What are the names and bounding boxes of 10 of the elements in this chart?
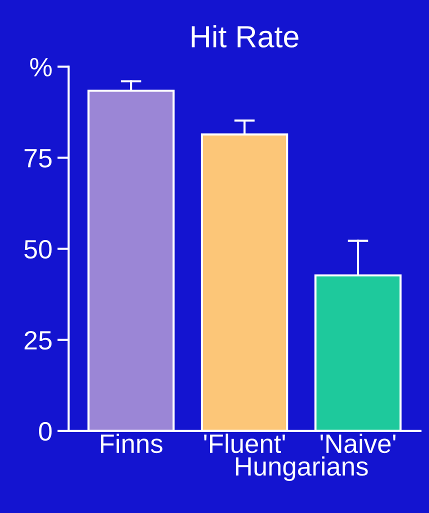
y-tick-label: %	[30, 58, 52, 76]
x-tick-label: 'Fluent'	[204, 434, 285, 454]
x-axis-title: Hungarians	[236, 456, 368, 482]
x-tick-label: Finns	[100, 434, 162, 454]
y-tick-label: 50	[24, 240, 52, 259]
chart-title: Hit Rate	[192, 25, 298, 48]
y-tick-label: 0	[39, 422, 52, 441]
y-tick-label: 25	[24, 330, 52, 350]
x-tick-label: 'Naive'	[320, 434, 396, 454]
y-tick-label: 75	[24, 149, 52, 168]
